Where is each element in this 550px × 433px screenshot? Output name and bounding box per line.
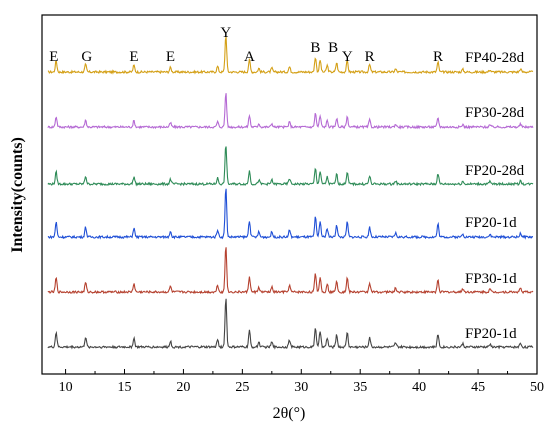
series-label: FP20-1d [465,215,517,231]
x-tick-label: 30 [294,380,308,395]
phase-label: G [81,49,92,65]
phase-label: B [328,40,338,56]
x-tick-label: 35 [353,380,367,395]
series-layer [47,36,534,350]
x-tick-label: 20 [176,380,190,395]
x-tick-label: 40 [412,380,426,395]
plot-frame [41,14,538,375]
phase-label: B [310,40,320,56]
x-axis-ticks: 10 15 20 25 30 35 40 45 50 [59,369,544,395]
series-line [47,188,534,240]
phase-label: E [49,49,58,65]
phase-label: A [244,49,255,65]
x-tick-label: 50 [530,380,544,395]
x-tick-label: 45 [471,380,485,395]
x-tick-label: 10 [59,380,73,395]
series-label: FP20-28d [465,163,525,179]
series-line [47,36,534,75]
phase-label: R [365,49,375,65]
phase-label: Y [220,25,231,41]
series-line [47,146,534,187]
series-label: FP20-1d [465,326,517,342]
x-tick-label: 15 [118,380,132,395]
series-line [47,93,534,130]
phase-label: E [166,49,175,65]
phase-label: R [433,49,443,65]
series-label: FP30-1d [465,271,517,287]
x-tick-label: 25 [235,380,249,395]
series-labels: FP40-28d FP30-28d FP20-28d FP20-1d FP30-1d FP… [465,50,525,342]
phase-label: Y [342,49,353,65]
series-label: FP30-28d [465,105,525,121]
phase-label: E [129,49,138,65]
series-line [47,247,534,295]
series-label: FP40-28d [465,50,525,66]
y-axis-title: Intensity(counts) [9,137,26,253]
series-line [47,298,534,350]
x-axis-title: 2θ(°) [273,405,306,422]
